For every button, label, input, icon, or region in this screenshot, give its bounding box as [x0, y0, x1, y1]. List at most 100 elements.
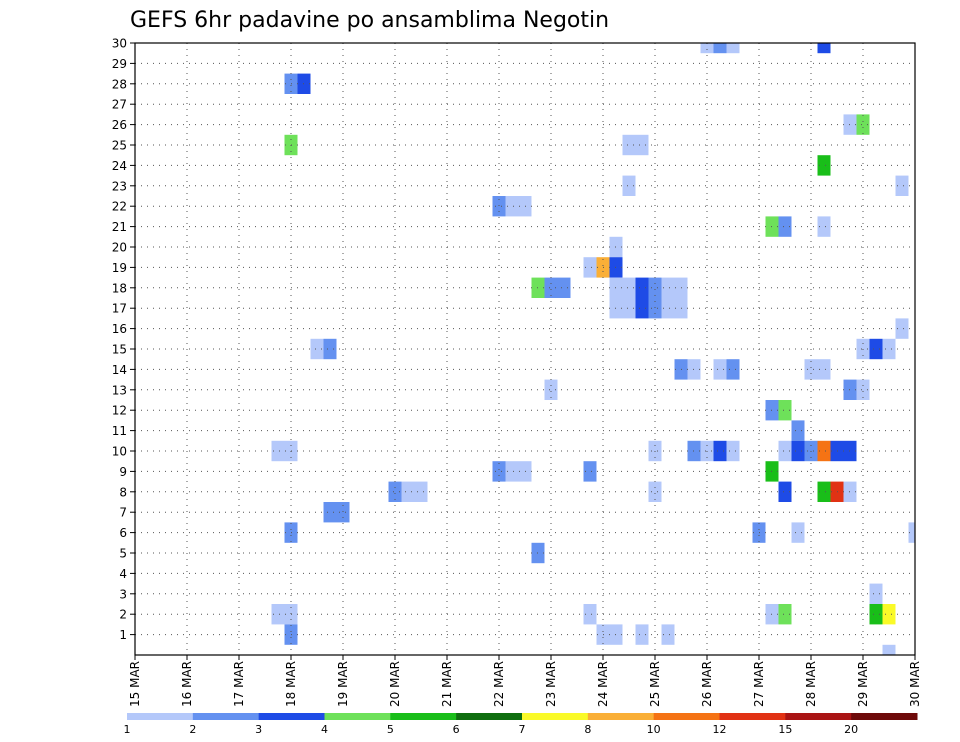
legend-label: 1 [124, 723, 131, 736]
y-tick-label: 9 [119, 465, 127, 479]
precip-cell [778, 400, 792, 421]
x-tick-label: 17 MAR [232, 661, 246, 707]
chart-title: GEFS 6hr padavine po ansamblima Negotin [130, 8, 609, 33]
precip-cell [557, 277, 571, 298]
legend-swatch [653, 713, 720, 720]
precip-cell [778, 216, 792, 237]
precip-cell [648, 298, 662, 319]
legend-label: 4 [321, 723, 328, 736]
precip-cell [726, 43, 740, 54]
y-tick-label: 16 [112, 322, 127, 336]
precip-cell [817, 216, 831, 237]
precip-cell [882, 604, 896, 625]
y-tick-label: 23 [112, 179, 127, 193]
precip-cell [336, 502, 350, 523]
y-tick-label: 21 [112, 220, 127, 234]
y-tick-label: 27 [112, 98, 127, 112]
precip-cell [817, 155, 831, 176]
precip-cell [635, 624, 649, 645]
legend-label: 10 [647, 723, 661, 736]
legend-label: 12 [713, 723, 727, 736]
precip-cell [778, 440, 792, 462]
precip-cell [505, 196, 519, 217]
precip-cell [713, 359, 727, 380]
legend-label: 5 [387, 723, 394, 736]
precip-cell [778, 481, 792, 502]
y-tick-label: 11 [112, 424, 127, 438]
precip-cell [544, 277, 558, 298]
precip-cell [323, 502, 337, 523]
precip-cell [817, 481, 831, 502]
y-tick-label: 17 [112, 302, 127, 316]
precip-cell [271, 604, 285, 625]
y-tick-label: 18 [112, 281, 127, 295]
precip-cell [622, 134, 636, 156]
legend-label: 8 [584, 723, 591, 736]
x-tick-label: 30 MAR [908, 661, 922, 707]
x-tick-label: 21 MAR [440, 661, 454, 707]
y-tick-label: 28 [112, 77, 127, 91]
color-legend: 1 2 3 4 5 6 7 8 10 12 15 20 [124, 713, 918, 736]
precip-cell [817, 359, 831, 380]
y-tick-label: 25 [112, 139, 127, 153]
precip-cell [817, 43, 831, 54]
precip-cell [661, 298, 675, 319]
x-tick-label: 23 MAR [544, 661, 558, 707]
y-tick-label: 3 [119, 587, 127, 601]
y-tick-label: 10 [112, 445, 127, 459]
y-axis: 1234567891011121314151617181920212223242… [112, 37, 135, 642]
y-tick-label: 13 [112, 383, 127, 397]
y-tick-label: 12 [112, 404, 127, 418]
x-tick-label: 16 MAR [180, 661, 194, 707]
legend-swatch [587, 713, 655, 720]
y-tick-label: 6 [119, 526, 127, 540]
precip-cell [622, 298, 636, 319]
precip-cell [661, 624, 675, 645]
precip-cell [648, 481, 662, 502]
legend-swatch [390, 713, 457, 720]
precip-cell [492, 461, 506, 482]
precip-cell [895, 175, 909, 196]
precip-cell [505, 461, 519, 482]
legend-label: 3 [255, 723, 262, 736]
legend-label: 15 [778, 723, 792, 736]
x-tick-label: 24 MAR [596, 661, 610, 707]
y-tick-label: 1 [119, 628, 127, 642]
y-tick-label: 4 [119, 567, 127, 581]
precip-cell [323, 338, 337, 360]
precip-cell [661, 277, 675, 298]
legend-swatch [324, 713, 391, 720]
x-tick-label: 22 MAR [492, 661, 506, 707]
precip-cell [791, 420, 805, 441]
precip-cell [622, 277, 636, 298]
precip-cell [778, 604, 792, 625]
precip-cell [401, 481, 415, 502]
precip-cell [583, 257, 597, 278]
precip-cell [310, 338, 324, 360]
precip-cell [544, 379, 558, 400]
x-tick-label: 28 MAR [804, 661, 818, 707]
y-tick-label: 8 [119, 485, 127, 499]
precip-cell [869, 583, 883, 604]
x-tick-label: 29 MAR [856, 661, 870, 707]
x-tick-label: 20 MAR [388, 661, 402, 707]
y-tick-label: 15 [112, 343, 127, 357]
precip-cell [713, 43, 727, 54]
precipitation-cells [271, 43, 915, 655]
y-tick-label: 19 [112, 261, 127, 275]
y-tick-label: 7 [119, 506, 127, 520]
legend-label: 7 [519, 723, 526, 736]
y-tick-label: 22 [112, 200, 127, 214]
y-tick-label: 20 [112, 241, 127, 255]
precip-cell [622, 175, 636, 196]
precip-cell [583, 461, 597, 482]
legend-label: 20 [844, 723, 858, 736]
legend-label: 2 [189, 723, 196, 736]
y-tick-label: 29 [112, 57, 127, 71]
legend-swatch [456, 713, 523, 720]
precip-cell [635, 277, 649, 298]
precip-cell [817, 440, 831, 462]
legend-swatch [785, 713, 852, 720]
precip-cell [700, 43, 714, 54]
precip-cell [271, 440, 285, 462]
